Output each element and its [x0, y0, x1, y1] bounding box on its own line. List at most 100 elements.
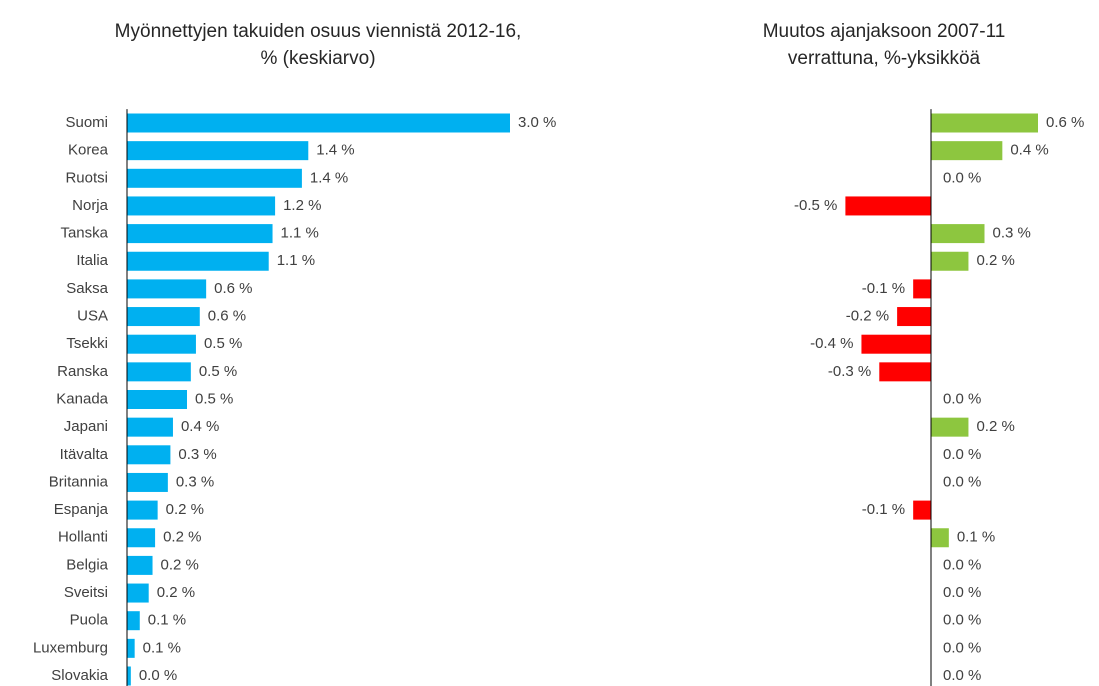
value-label: 0.5 %: [195, 390, 233, 407]
value-label: 0.0 %: [943, 390, 981, 407]
category-label: USA: [77, 308, 108, 325]
value-label: 3.0 %: [518, 114, 556, 131]
bar: [127, 666, 131, 686]
bar: [931, 528, 949, 548]
bar: [127, 334, 196, 354]
value-label: 0.0 %: [943, 473, 981, 490]
bar: [127, 638, 135, 658]
bar: [127, 196, 276, 216]
bar: [127, 141, 309, 161]
value-label: 0.4 %: [1010, 142, 1048, 159]
value-label: 1.2 %: [283, 197, 321, 214]
bar: [127, 417, 173, 437]
value-label: 0.6 %: [1046, 114, 1084, 131]
value-label: 0.0 %: [943, 612, 981, 629]
bar: [127, 528, 156, 548]
bar: [127, 390, 188, 409]
bar: [931, 224, 985, 244]
value-label: 0.6 %: [208, 308, 246, 325]
category-label: Espanja: [54, 501, 109, 518]
bar: [127, 362, 191, 382]
value-label: 0.0 %: [943, 556, 981, 573]
category-label: Puola: [70, 612, 109, 629]
value-label: 0.1 %: [957, 529, 995, 546]
bar: [127, 168, 302, 188]
value-label: 0.5 %: [199, 363, 237, 380]
bar: [127, 113, 510, 133]
value-label: 0.2 %: [163, 529, 201, 546]
value-label: 0.0 %: [943, 169, 981, 186]
category-label: Itävalta: [60, 446, 109, 463]
value-label: 0.2 %: [161, 556, 199, 573]
category-label: Saksa: [66, 280, 108, 297]
value-label: -0.4 %: [810, 335, 853, 352]
value-label: -0.5 %: [794, 197, 837, 214]
value-label: -0.2 %: [846, 308, 889, 325]
category-label: Japani: [64, 418, 108, 435]
value-label: 0.1 %: [148, 612, 186, 629]
value-label: 0.2 %: [976, 252, 1014, 269]
bar: [913, 500, 931, 520]
category-label: Tsekki: [66, 335, 108, 352]
value-label: 0.5 %: [204, 335, 242, 352]
value-label: 1.1 %: [277, 252, 315, 269]
value-label: 0.6 %: [214, 280, 252, 297]
value-label: 1.1 %: [281, 225, 319, 242]
category-label: Hollanti: [58, 529, 108, 546]
value-label: 1.4 %: [316, 142, 354, 159]
value-label: 0.0 %: [943, 639, 981, 656]
bar: [127, 555, 153, 575]
value-label: 0.3 %: [176, 473, 214, 490]
value-label: 0.2 %: [157, 584, 195, 601]
bar: [913, 279, 931, 299]
bar: [127, 445, 171, 465]
value-label: 0.0 %: [139, 667, 177, 684]
value-label: -0.1 %: [862, 280, 905, 297]
category-label: Korea: [68, 142, 109, 159]
value-label: 0.4 %: [181, 418, 219, 435]
value-label: 0.2 %: [976, 418, 1014, 435]
category-label: Britannia: [49, 473, 109, 490]
value-label: 1.4 %: [310, 169, 348, 186]
bar: [931, 417, 969, 437]
bar: [127, 251, 269, 271]
value-label: 0.0 %: [943, 584, 981, 601]
value-label: 0.2 %: [166, 501, 204, 518]
category-label: Ruotsi: [65, 169, 108, 186]
bar: [127, 472, 168, 492]
category-label: Slovakia: [51, 667, 108, 684]
bar: [931, 113, 1038, 133]
value-label: -0.3 %: [828, 363, 871, 380]
bar: [127, 279, 207, 299]
bar: [931, 141, 1003, 161]
category-label: Sveitsi: [64, 584, 108, 601]
bar: [127, 224, 273, 244]
bar: [879, 362, 931, 382]
bar: [127, 583, 149, 603]
chart-title: Myönnettyjen takuiden osuus viennistä 20…: [114, 21, 522, 69]
category-label: Belgia: [66, 556, 108, 573]
bar: [845, 196, 931, 216]
bar: [127, 500, 158, 520]
bar: [931, 251, 969, 271]
category-label: Italia: [76, 252, 108, 269]
bar: [897, 307, 931, 327]
bar: [861, 334, 931, 354]
category-label: Suomi: [65, 114, 108, 131]
category-label: Ranska: [57, 363, 109, 380]
category-label: Luxemburg: [33, 639, 108, 656]
value-label: 0.0 %: [943, 667, 981, 684]
value-label: 0.3 %: [178, 446, 216, 463]
category-label: Norja: [72, 197, 109, 214]
bar: [127, 307, 200, 327]
value-label: 0.0 %: [943, 446, 981, 463]
value-label: 0.3 %: [993, 225, 1031, 242]
category-label: Tanska: [60, 225, 108, 242]
chart-title: Muutos ajanjaksoon 2007-11 verrattuna, %…: [762, 21, 1006, 69]
bar: [127, 611, 140, 631]
value-label: -0.1 %: [862, 501, 905, 518]
category-label: Kanada: [56, 390, 108, 407]
value-label: 0.1 %: [143, 639, 181, 656]
